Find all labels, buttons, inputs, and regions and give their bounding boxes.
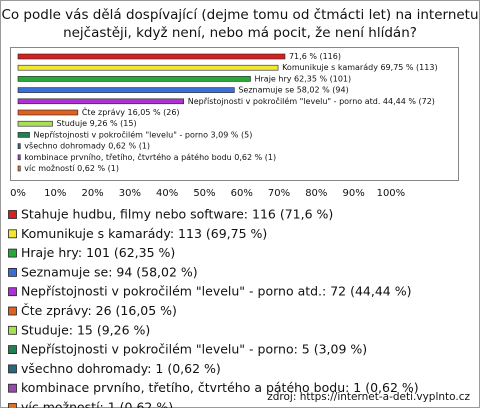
x-tick-label: 10%	[44, 188, 66, 199]
legend-swatch	[8, 210, 17, 219]
value-label: Nepřístojnosti v pokročilém "levelu" - p…	[34, 129, 253, 139]
legend-swatch	[8, 345, 17, 355]
chart-title: nejčastěji, když není, nebo má pocit, že…	[63, 25, 417, 41]
bar	[17, 143, 21, 149]
legend-swatch	[8, 267, 17, 277]
value-label: 71,6 % (116)	[289, 52, 341, 61]
legend-swatch	[8, 364, 17, 374]
x-tick-label: 40%	[156, 188, 178, 199]
bar	[17, 64, 279, 71]
value-label: Hraje hry 62,35 % (101)	[254, 74, 351, 83]
bar	[17, 76, 251, 82]
value-label: Nepřístojnosti v pokročilém "levelu" - p…	[188, 96, 435, 106]
legend-swatch	[8, 383, 17, 393]
legend-label: víc možností: 1 (0,62 %)	[21, 400, 173, 409]
legend-label: Studuje: 15 (9,26 %)	[21, 322, 150, 337]
x-tick-label: 50%	[193, 188, 215, 199]
source: zdroj: https://internet-a-deti.vyplnto.c…	[267, 391, 470, 403]
bar	[17, 154, 21, 161]
bar	[17, 120, 53, 127]
chart-title: Co podle vás dělá dospívající (dejme tom…	[1, 7, 478, 23]
value-label: Komunikuje s kamarády 69,75 % (113)	[282, 63, 438, 72]
bar	[17, 87, 235, 93]
bar	[17, 98, 185, 105]
legend-swatch	[8, 403, 17, 412]
bar	[17, 165, 21, 172]
value-label: Seznamuje se 58,02 % (94)	[238, 86, 348, 95]
bar	[17, 132, 30, 138]
x-tick-label: 100%	[377, 188, 406, 199]
value-label: Studuje 9,26 % (15)	[57, 119, 137, 128]
value-label: Čte zprávy 16,05 % (26)	[82, 106, 180, 117]
value-label: všechno dohromady 0,62 % (1)	[24, 141, 150, 151]
legend-label: Stahuje hudbu, filmy nebo software: 116 …	[21, 207, 333, 222]
legend-swatch	[8, 287, 17, 297]
value-label: víc možností 0,62 % (1)	[24, 164, 119, 173]
legend-label: Nepřístojnosti v pokročilém "levelu" - p…	[21, 284, 412, 299]
x-tick-label: 80%	[305, 188, 327, 199]
legend-swatch	[8, 229, 17, 239]
legend-swatch	[8, 325, 17, 335]
legend-swatch	[8, 306, 17, 316]
x-tick-label: 70%	[268, 188, 290, 199]
legend-label: všechno dohromady: 1 (0,62 %)	[21, 361, 221, 376]
legend-label: Nepřístojnosti v pokročilém "levelu" - p…	[21, 342, 367, 357]
x-tick-label: 30%	[119, 188, 141, 199]
legend-label: Komunikuje s kamarády: 113 (69,75 %)	[21, 226, 267, 241]
value-label: kombinace prvního, třetího, čtvrtého a p…	[24, 152, 276, 162]
x-tick-label: 60%	[231, 188, 253, 199]
legend-swatch	[8, 248, 17, 258]
x-tick-label: 90%	[342, 188, 364, 199]
legend-label: Seznamuje se: 94 (58,02 %)	[21, 264, 198, 279]
legend-label: kombinace prvního, třetího, čtvrtého a p…	[21, 380, 419, 395]
x-tick-label: 0%	[10, 188, 26, 199]
legend-label: Hraje hry: 101 (62,35 %)	[21, 245, 175, 260]
x-tick-label: 20%	[81, 188, 103, 199]
legend-label: Čte zprávy: 26 (16,05 %)	[21, 303, 177, 318]
bar	[17, 109, 79, 116]
bar	[17, 53, 286, 60]
